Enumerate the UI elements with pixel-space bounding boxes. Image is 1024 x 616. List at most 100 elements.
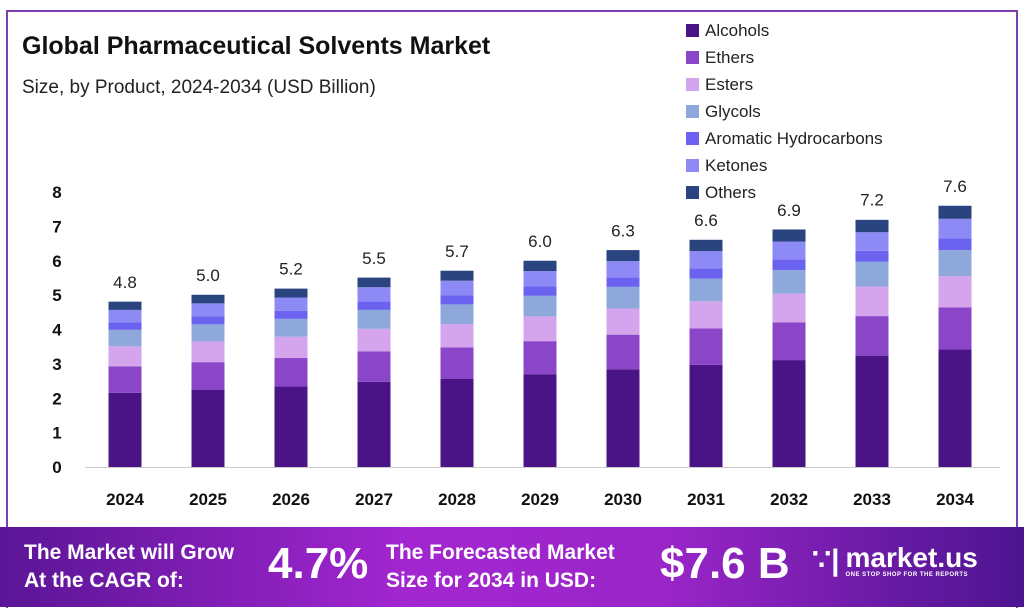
legend-swatch	[686, 78, 699, 91]
bar-segment-alcohols	[191, 389, 225, 467]
bar-segment-esters	[357, 328, 391, 352]
bar-segment-aromatic-hydrocarbons	[606, 277, 640, 287]
bar-segment-ethers	[938, 307, 972, 350]
bar-segment-alcohols	[440, 378, 474, 467]
y-tick-label: 5	[52, 286, 61, 305]
bar-segment-ethers	[440, 347, 474, 379]
bar-segment-ethers	[357, 351, 391, 382]
legend-label: Esters	[705, 74, 754, 94]
cagr-value: 4.7%	[268, 539, 369, 588]
bar-segment-glycols	[772, 270, 806, 294]
bar-segment-glycols	[357, 309, 391, 329]
bar-segment-others	[606, 250, 640, 262]
legend-item: Glycols	[686, 98, 883, 125]
frame	[6, 10, 1018, 608]
y-tick-label: 6	[52, 252, 61, 271]
bar-segment-ketones	[274, 297, 308, 311]
chart-title: Global Pharmaceutical Solvents Market	[22, 32, 491, 60]
total-label: 7.2	[860, 191, 884, 210]
bar-segment-others	[689, 239, 723, 252]
chart-subtitle: Size, by Product, 2024-2034 (USD Billion…	[22, 77, 376, 98]
legend-label: Glycols	[705, 101, 761, 121]
legend-label: Aromatic Hydrocarbons	[705, 128, 883, 148]
bar-segment-aromatic-hydrocarbons	[357, 301, 391, 310]
bar-segment-others	[440, 270, 474, 281]
total-label: 5.2	[279, 259, 303, 278]
bar-segment-aromatic-hydrocarbons	[274, 310, 308, 319]
forecast-label-line2: Size for 2034 in USD:	[386, 569, 597, 592]
bar-segment-alcohols	[689, 364, 723, 467]
bar-segment-esters	[772, 293, 806, 323]
bar-segment-esters	[855, 286, 889, 317]
legend-swatch	[686, 186, 699, 199]
y-tick-label: 3	[52, 355, 61, 374]
footer-banner: The Market will Grow At the CAGR of: 4.7%…	[0, 527, 1024, 607]
bar-segment-aromatic-hydrocarbons	[523, 286, 557, 296]
cagr-label-line1: The Market will Grow	[24, 541, 235, 564]
bar-segment-glycols	[108, 329, 142, 347]
bar-segment-glycols	[191, 324, 225, 342]
y-tick-label: 4	[52, 321, 62, 340]
cagr-label-line2: At the CAGR of:	[24, 569, 184, 592]
legend-item: Esters	[686, 71, 883, 98]
bar-segment-others	[274, 288, 308, 298]
bar-segment-esters	[191, 341, 225, 363]
bar-segment-esters	[274, 336, 308, 359]
bar-segment-glycols	[689, 278, 723, 302]
x-tick-label: 2027	[355, 490, 393, 509]
bar-segment-others	[191, 294, 225, 304]
y-tick-label: 2	[52, 389, 61, 408]
bar-segment-glycols	[855, 261, 889, 287]
chart: 0 1 2 3 4 5 6 7 8 4.8 2024 5.0 2025 5.2 2026 5.5 2027 5.7…	[52, 177, 1000, 509]
bar-segment-aromatic-hydrocarbons	[440, 295, 474, 305]
forecast-label: The Forecasted Market Size for 2034 in US…	[386, 539, 615, 595]
total-label: 6.9	[777, 201, 801, 220]
bar-segment-alcohols	[606, 369, 640, 467]
legend-item: Alcohols	[686, 17, 883, 44]
legend-label: Others	[705, 182, 757, 202]
brand-logo-icon: ∵|	[812, 544, 840, 577]
forecast-label-line1: The Forecasted Market	[386, 541, 615, 564]
bar-segment-aromatic-hydrocarbons	[855, 250, 889, 262]
bar-segment-ethers	[689, 328, 723, 365]
bar-segment-others	[772, 229, 806, 242]
forecast-value: $7.6 B	[660, 539, 790, 588]
legend-item: Aromatic Hydrocarbons	[686, 125, 883, 152]
total-label: 4.8	[113, 273, 137, 292]
legend-label: Alcohols	[705, 20, 770, 40]
total-label: 5.5	[362, 249, 386, 268]
bar-segment-others	[108, 301, 142, 310]
brand-logo: ∵| market.us ONE STOP SHOP FOR THE REPORT…	[812, 543, 978, 578]
total-label: 6.6	[694, 211, 718, 230]
bar-segment-ethers	[274, 358, 308, 387]
bar-segment-ethers	[855, 316, 889, 356]
x-tick-label: 2028	[438, 490, 476, 509]
y-tick-label: 8	[52, 183, 61, 202]
x-tick-label: 2024	[106, 490, 144, 509]
total-label: 7.6	[943, 177, 967, 196]
bar-segment-aromatic-hydrocarbons	[191, 316, 225, 325]
bar-segment-ethers	[772, 322, 806, 361]
total-label: 5.7	[445, 242, 469, 261]
legend-swatch	[686, 132, 699, 145]
bar-segment-alcohols	[357, 381, 391, 467]
bar-segment-ketones	[440, 280, 474, 296]
cagr-label: The Market will Grow At the CAGR of:	[24, 539, 234, 595]
bar-segment-others	[855, 219, 889, 233]
bar-segment-aromatic-hydrocarbons	[689, 268, 723, 279]
y-tick-label: 7	[52, 217, 61, 236]
bar-segment-ketones	[108, 309, 142, 323]
x-tick-label: 2034	[936, 490, 974, 509]
bar-segment-ethers	[108, 366, 142, 393]
total-label: 6.3	[611, 221, 635, 240]
bar-segment-glycols	[606, 286, 640, 309]
y-tick-label: 0	[52, 458, 61, 477]
legend-swatch	[686, 159, 699, 172]
bar-segment-ketones	[191, 303, 225, 317]
bar-segment-glycols	[274, 318, 308, 337]
bar-segment-esters	[938, 276, 972, 308]
bar-segment-aromatic-hydrocarbons	[938, 238, 972, 251]
x-tick-label: 2030	[604, 490, 642, 509]
bar-segment-ethers	[191, 362, 225, 390]
bar-segment-glycols	[440, 304, 474, 324]
